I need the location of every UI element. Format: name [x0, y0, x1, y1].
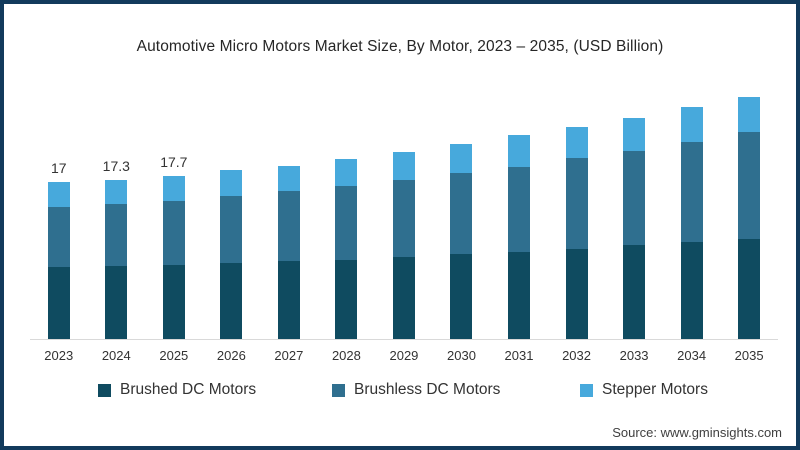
segment-2025-brushless-dc-motors: [162, 200, 185, 266]
bar-group-2029: [375, 86, 433, 339]
x-tick-label-2031: 2031: [504, 348, 534, 363]
stacked-bar-2024: [105, 179, 128, 339]
legend-label-brushed-dc-motors: Brushed DC Motors: [120, 381, 257, 398]
segment-2028-brushed-dc-motors: [335, 259, 358, 339]
stacked-bar-2034: [680, 106, 703, 339]
segment-2029-brushless-dc-motors: [392, 179, 415, 257]
x-tick-label-2027: 2027: [274, 348, 304, 363]
segment-2034-stepper-motors: [680, 106, 703, 142]
bars-row: 17 17.3 17.7: [30, 86, 778, 339]
segment-2028-stepper-motors: [335, 159, 358, 186]
x-tick-label-2030: 2030: [447, 348, 476, 363]
segment-2033-brushed-dc-motors: [623, 245, 646, 339]
segment-2033-stepper-motors: [623, 117, 646, 151]
legend-item-stepper-motors: Stepper Motors: [580, 381, 708, 399]
bar-total-label-2024: 17.3: [102, 157, 130, 174]
segment-2030-brushed-dc-motors: [450, 254, 473, 339]
legend-item-brushless-dc-motors: Brushless DC Motors: [332, 381, 500, 399]
segment-2023-brushed-dc-motors: [47, 267, 70, 339]
x-tick-label-2035: 2035: [734, 348, 764, 363]
segment-2034-brushless-dc-motors: [680, 141, 703, 243]
x-tick-label-2028: 2028: [331, 348, 361, 363]
segment-2027-brushless-dc-motors: [277, 191, 300, 261]
segment-2031-brushless-dc-motors: [508, 166, 531, 253]
bar-group-2027: [260, 86, 318, 339]
stacked-bar-2028: [335, 159, 358, 339]
segment-2027-brushed-dc-motors: [277, 260, 300, 339]
stacked-bar-2033: [623, 117, 646, 339]
x-tick-label-2024: 2024: [101, 348, 131, 363]
bar-group-2026: [203, 86, 261, 339]
bar-group-2032: [548, 86, 606, 339]
legend-swatch-stepper-motors: [580, 383, 593, 397]
segment-2024-stepper-motors: [105, 179, 128, 205]
bar-group-2028: [318, 86, 376, 339]
bar-group-2023: 17: [30, 86, 88, 339]
x-tick-label-2032: 2032: [562, 348, 591, 363]
bar-group-2030: [433, 86, 491, 339]
stacked-bar-2035: [738, 96, 761, 339]
segment-2026-brushed-dc-motors: [220, 263, 243, 339]
stacked-bar-2032: [565, 126, 588, 339]
x-tick-label-2025: 2025: [159, 348, 189, 363]
chart-title: Automotive Micro Motors Market Size, By …: [136, 38, 664, 55]
segment-2034-brushed-dc-motors: [680, 242, 703, 339]
bar-group-2024: 17.3: [88, 86, 146, 339]
bar-group-2035: [720, 86, 778, 339]
stacked-bar-2029: [392, 151, 415, 339]
x-tick-label-2023: 2023: [44, 348, 74, 363]
legend-item-brushed-dc-motors: Brushed DC Motors: [98, 381, 256, 399]
stacked-bar-2025: [162, 175, 185, 339]
segment-2035-brushless-dc-motors: [738, 131, 761, 239]
bar-group-2034: [663, 86, 721, 339]
segment-2032-stepper-motors: [565, 126, 588, 159]
x-axis-labels: 2023 2024 2025 2026 2027 2028 2029 2030 2031 2032…: [30, 340, 778, 363]
segment-2023-stepper-motors: [47, 182, 70, 208]
segment-2031-brushed-dc-motors: [508, 252, 531, 339]
bar-total-label-2023: 17: [50, 160, 67, 177]
source-text: Source: www.gminsights.com: [612, 425, 782, 440]
segment-2026-brushless-dc-motors: [220, 196, 243, 264]
legend-swatch-brushed-dc-motors: [98, 383, 111, 397]
legend-label-brushless-dc-motors: Brushless DC Motors: [354, 381, 501, 398]
segment-2030-stepper-motors: [450, 143, 473, 174]
stacked-bar-2030: [450, 143, 473, 339]
stacked-bar-2023: [47, 182, 70, 339]
x-tick-label-2033: 2033: [619, 348, 649, 363]
bar-group-2025: 17.7: [145, 86, 203, 339]
x-tick-label-2029: 2029: [389, 348, 419, 363]
segment-2023-brushless-dc-motors: [47, 207, 70, 268]
segment-2031-stepper-motors: [508, 135, 531, 167]
bar-group-2033: [605, 86, 663, 339]
x-axis-line: [30, 339, 778, 340]
x-tick-label-2026: 2026: [216, 348, 246, 363]
bar-total-label-2025: 17.7: [160, 153, 188, 170]
segment-2027-stepper-motors: [277, 165, 300, 192]
legend: Brushed DC Motors Brushless DC Motors St…: [4, 381, 796, 403]
stacked-bar-2027: [277, 165, 300, 339]
segment-2030-brushless-dc-motors: [450, 173, 473, 255]
segment-2028-brushless-dc-motors: [335, 185, 358, 260]
segment-2032-brushless-dc-motors: [565, 158, 588, 249]
x-tick-label-2034: 2034: [677, 348, 707, 363]
legend-label-stepper-motors: Stepper Motors: [602, 381, 708, 398]
segment-2032-brushed-dc-motors: [565, 248, 588, 339]
segment-2026-stepper-motors: [220, 170, 243, 197]
segment-2024-brushed-dc-motors: [105, 266, 128, 339]
stacked-bar-2031: [508, 135, 531, 339]
bar-group-2031: [490, 86, 548, 339]
segment-2033-brushless-dc-motors: [623, 151, 646, 245]
segment-2035-brushed-dc-motors: [738, 238, 761, 339]
stacked-bar-2026: [220, 170, 243, 339]
segment-2025-stepper-motors: [162, 175, 185, 201]
segment-2024-brushless-dc-motors: [105, 204, 128, 267]
segment-2025-brushed-dc-motors: [162, 265, 185, 339]
segment-2029-stepper-motors: [392, 151, 415, 180]
legend-swatch-brushless-dc-motors: [332, 383, 345, 397]
segment-2035-stepper-motors: [738, 96, 761, 132]
segment-2029-brushed-dc-motors: [392, 256, 415, 339]
plot-area: 17 17.3 17.7 2023 2024 2025 2026 2027 2028 2029 2…: [30, 86, 778, 363]
